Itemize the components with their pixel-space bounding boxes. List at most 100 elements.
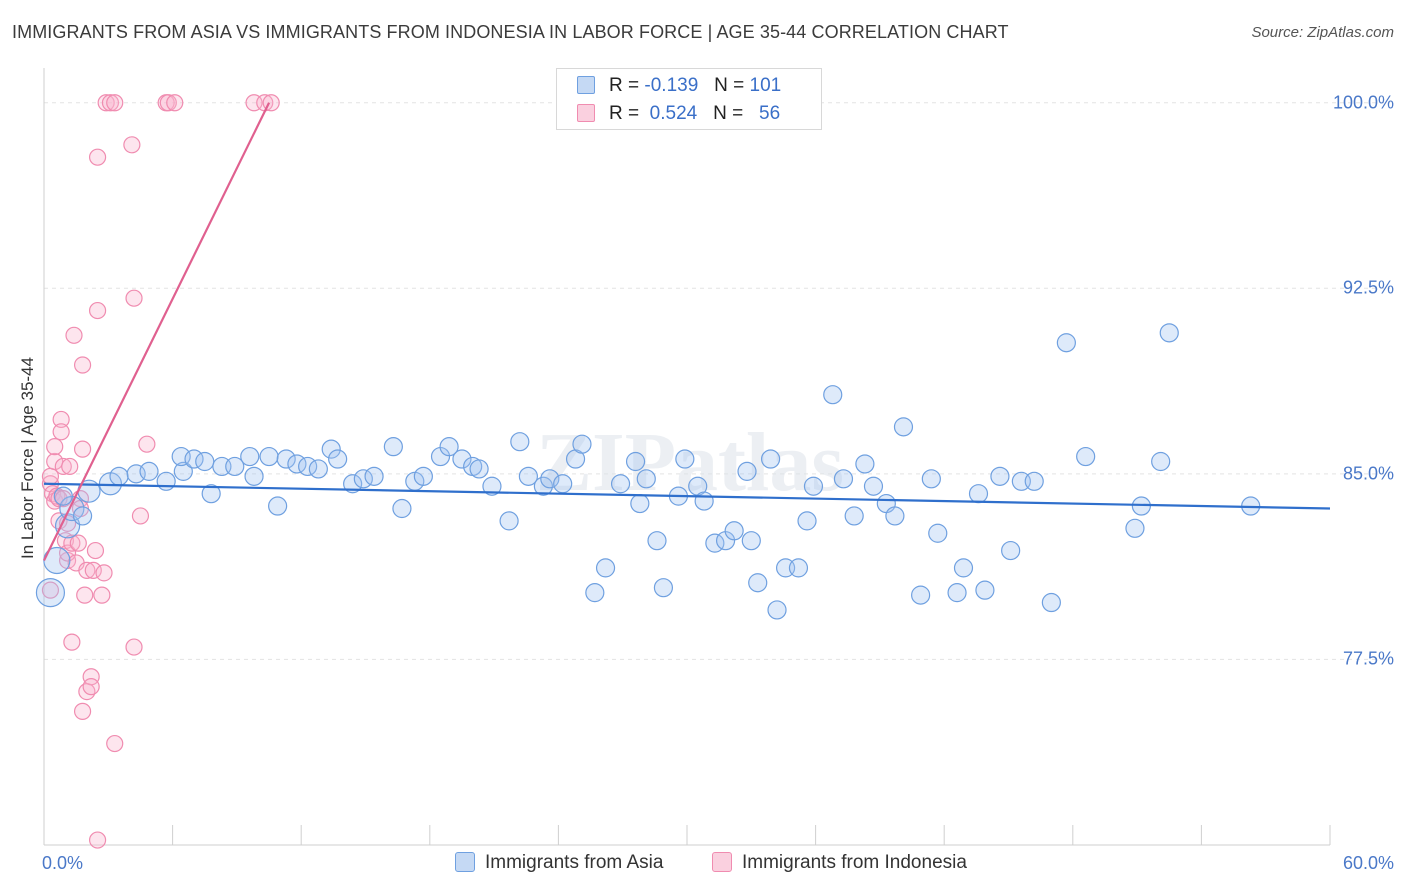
asia-point-81: [921, 469, 941, 489]
asia-point-30: [383, 437, 403, 457]
asia-point-55: [653, 578, 674, 598]
legend-row-asia: R = -0.139 N = 101: [577, 75, 781, 97]
asia-n-value: 101: [749, 75, 782, 96]
asia-point-66: [760, 449, 781, 469]
asia-point-31: [392, 498, 412, 519]
asia-point-87: [990, 466, 1010, 486]
asia-point-64: [741, 531, 761, 551]
asia-point-96: [1151, 451, 1171, 472]
gridlines: [44, 102, 1390, 660]
asia-n-label: N =: [714, 75, 745, 96]
asia-point-79: [893, 417, 914, 437]
asia-point-44: [540, 469, 560, 489]
asia-point-85: [968, 484, 989, 504]
y-tick-label-1: 85.0%: [1342, 463, 1394, 484]
asia-point-0: [35, 578, 66, 608]
asia-point-10: [173, 461, 193, 481]
indonesia-point-36: [88, 148, 107, 166]
indonesia-point-23: [69, 534, 87, 552]
legend-item-asia: Immigrants from Asia: [455, 852, 663, 874]
x-tick-max: 60.0%: [1342, 853, 1394, 873]
indonesia-trend-line: [43, 102, 271, 561]
indonesia-point-51: [159, 94, 177, 112]
indonesia-point-40: [95, 564, 113, 582]
indonesia-point-31: [78, 561, 96, 579]
indonesia-point-0: [41, 581, 60, 599]
stats-legend: R = -0.139 N = 101 R = 0.524 N = 56: [556, 68, 822, 130]
asia-point-21: [276, 449, 296, 469]
y-tick-label-3: 100.0%: [1332, 92, 1394, 113]
indonesia-legend-label: Immigrants from Indonesia: [742, 852, 967, 873]
asia-point-84: [953, 558, 974, 578]
asia-point-42: [518, 466, 538, 486]
asia-point-45: [553, 474, 573, 494]
asia-point-13: [195, 451, 215, 472]
asia-point-63: [737, 461, 757, 481]
asia-point-1: [43, 546, 71, 575]
asia-point-67: [767, 600, 787, 620]
asia-point-24: [308, 459, 328, 479]
asia-point-78: [885, 506, 905, 526]
asia-point-18: [244, 466, 264, 486]
indonesia-n-label: N =: [713, 103, 744, 124]
asia-point-50: [610, 474, 631, 494]
asia-point-62: [724, 521, 744, 541]
asia-legend-swatch: [455, 852, 475, 872]
asia-point-57: [675, 449, 695, 469]
asia-point-49: [595, 558, 616, 578]
asia-point-88: [1001, 540, 1021, 561]
asia-point-86: [975, 580, 995, 600]
asia-point-8: [139, 461, 159, 481]
asia-point-72: [823, 385, 843, 405]
y-tick-label-2: 92.5%: [1342, 277, 1394, 298]
y-tick-label-0: 77.5%: [1342, 648, 1394, 669]
indonesia-point-29: [76, 586, 94, 604]
asia-point-92: [1056, 333, 1076, 353]
asia-point-93: [1076, 446, 1096, 467]
indonesia-point-13: [54, 490, 72, 508]
axes: [43, 68, 1331, 846]
asia-point-16: [225, 456, 245, 477]
asia-point-17: [240, 446, 260, 467]
chart-title: IMMIGRANTS FROM ASIA VS IMMIGRANTS FROM …: [12, 22, 1009, 42]
indonesia-point-35: [86, 541, 105, 560]
asia-point-99: [72, 506, 93, 526]
asia-r-value: -0.139: [644, 75, 699, 96]
indonesia-point-38: [88, 831, 107, 849]
indonesia-point-11: [52, 423, 70, 441]
indonesia-r-label: R =: [609, 103, 640, 124]
asia-points: [35, 323, 1261, 620]
indonesia-n-value: 56: [759, 103, 781, 124]
asia-point-59: [694, 491, 714, 511]
indonesia-point-42: [101, 94, 120, 112]
asia-point-19: [259, 446, 279, 467]
asia-point-91: [1041, 592, 1061, 613]
indonesia-point-27: [73, 440, 92, 458]
asia-point-14: [201, 484, 221, 504]
asia-point-20: [268, 496, 288, 516]
asia-point-29: [364, 466, 384, 486]
asia-point-9: [156, 471, 176, 491]
asia-point-65: [748, 573, 768, 593]
indonesia-point-20: [63, 633, 81, 651]
indonesia-points: [41, 94, 280, 849]
indonesia-point-37: [88, 301, 107, 320]
indonesia-point-34: [84, 561, 102, 579]
asia-point-90: [1024, 471, 1044, 491]
indonesia-swatch: [577, 104, 595, 122]
indonesia-point-12: [54, 457, 72, 476]
asia-point-82: [928, 523, 948, 543]
asia-point-43: [533, 476, 553, 496]
indonesia-r-value: 0.524: [649, 103, 698, 124]
indonesia-point-45: [123, 136, 141, 154]
asia-point-47: [572, 434, 592, 454]
asia-point-41: [510, 432, 530, 452]
indonesia-point-43: [106, 94, 124, 112]
asia-point-70: [797, 511, 817, 531]
asia-point-36: [452, 449, 472, 469]
asia-point-33: [413, 466, 433, 486]
asia-point-40: [499, 511, 519, 531]
asia-point-80: [911, 585, 931, 605]
asia-point-38: [469, 459, 489, 479]
indonesia-point-26: [73, 702, 92, 720]
